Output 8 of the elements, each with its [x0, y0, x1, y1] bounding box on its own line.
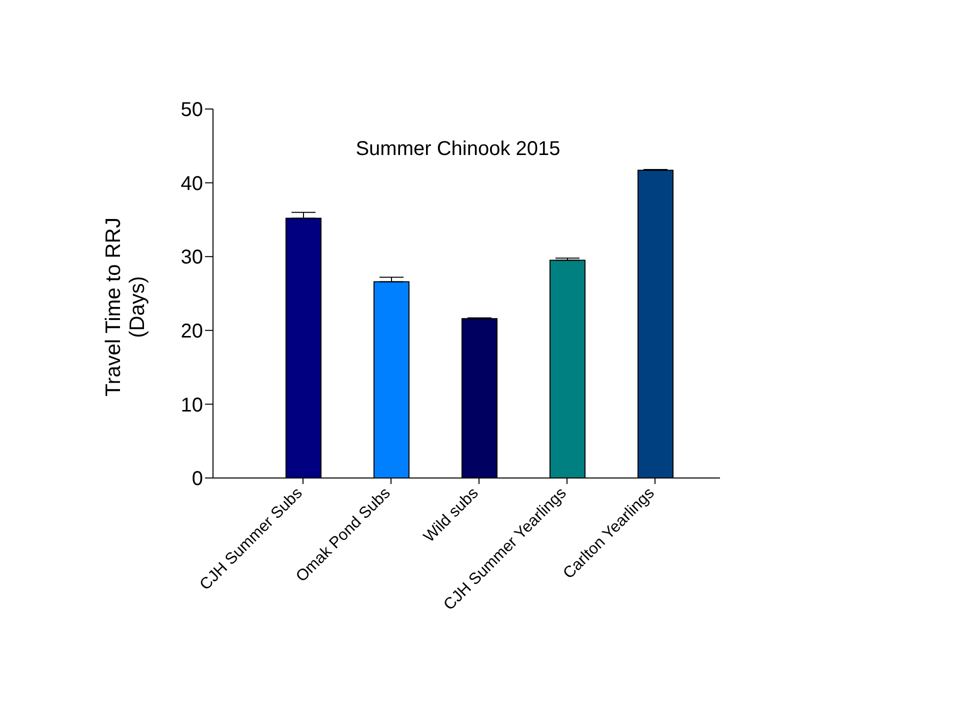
y-tick-label: 40 [180, 172, 203, 195]
y-tick-label: 30 [180, 246, 203, 269]
y-tick-label: 20 [180, 320, 203, 342]
y-tick-label: 50 [180, 99, 203, 122]
y-tick-label: 0 [192, 468, 203, 490]
text: Summer Chinook 2015 [354, 138, 562, 161]
y-tick-label: 10 [180, 394, 203, 416]
y-axis-title: Travel Time to RRJ (Days) [102, 216, 150, 398]
